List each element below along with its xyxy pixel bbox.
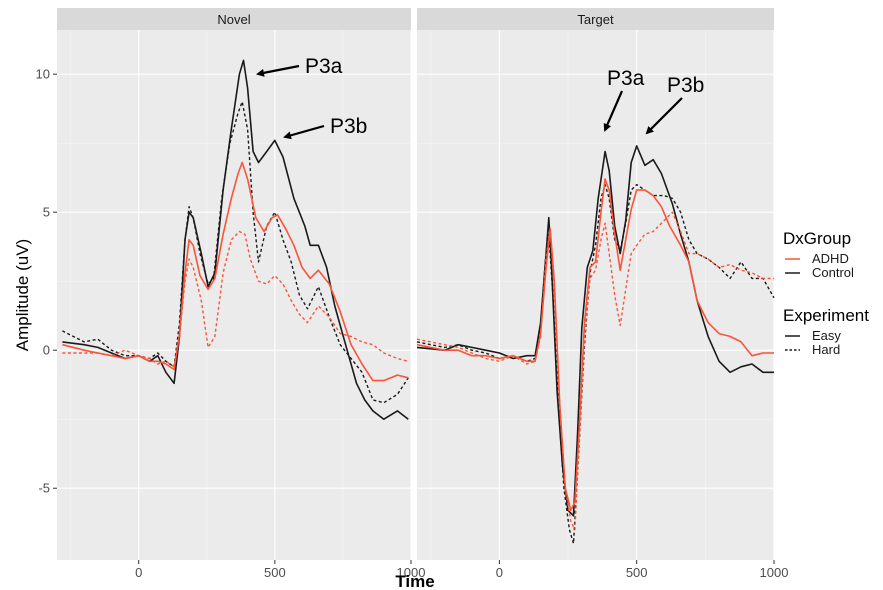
annotation-p3b: P3b	[330, 115, 367, 138]
annotation-p3a: P3a	[607, 67, 645, 90]
facet-strip-label: Target	[577, 12, 614, 27]
facet-strip	[417, 8, 774, 30]
legend-entry-label: Easy	[812, 328, 841, 343]
x-tick-label: 500	[264, 565, 286, 580]
annotation-p3b: P3b	[667, 74, 704, 97]
x-axis-title: Time	[395, 572, 434, 590]
series-line-adhd-hard	[62, 230, 409, 368]
x-tick-label: 1000	[760, 565, 789, 580]
panels-layer: Novel 0 500 1000 P3a P3b Target 0 500 1000 P3a P3b	[57, 8, 788, 580]
series-line-control-easy	[62, 59, 409, 420]
series-line-adhd-easy	[62, 161, 409, 382]
legend-entry-label: ADHD	[812, 251, 849, 266]
annotation-arrow	[256, 64, 300, 77]
series-line-control-hard	[62, 101, 409, 404]
annotation-arrow	[603, 90, 624, 132]
panel-background	[417, 30, 774, 560]
facet-strip	[57, 8, 411, 30]
x-tick-label: 0	[135, 565, 142, 580]
legend-title: DxGroup	[783, 229, 851, 248]
series-line-adhd-easy	[416, 178, 774, 512]
y-tick-label: 0	[43, 343, 50, 358]
panel-target: Target 0 500 1000 P3a P3b	[416, 8, 789, 580]
annotation-arrow	[283, 124, 325, 140]
y-tick-label: 5	[43, 205, 50, 220]
y-tick-label: 10	[36, 67, 50, 82]
legend-title: Experiment	[783, 306, 869, 325]
legend-entry-label: Hard	[812, 342, 840, 357]
series-line-adhd-hard	[416, 211, 774, 531]
panel-background	[57, 30, 411, 560]
x-tick-label: 0	[496, 565, 503, 580]
annotation-arrow	[645, 97, 683, 135]
legend-entry-label: Control	[812, 265, 854, 280]
x-tick-label: 500	[626, 565, 648, 580]
panel-novel: Novel 0 500 1000 P3a P3b	[57, 8, 425, 580]
x-tick-label: 1000	[397, 565, 426, 580]
y-axis-title: Amplitude (uV)	[13, 239, 32, 351]
facet-strip-label: Novel	[217, 12, 250, 27]
series-line-control-hard	[416, 183, 775, 545]
annotation-p3a: P3a	[305, 55, 343, 78]
y-tick-label: -5	[38, 481, 50, 496]
y-axis: -5 0 5 10	[36, 67, 57, 496]
